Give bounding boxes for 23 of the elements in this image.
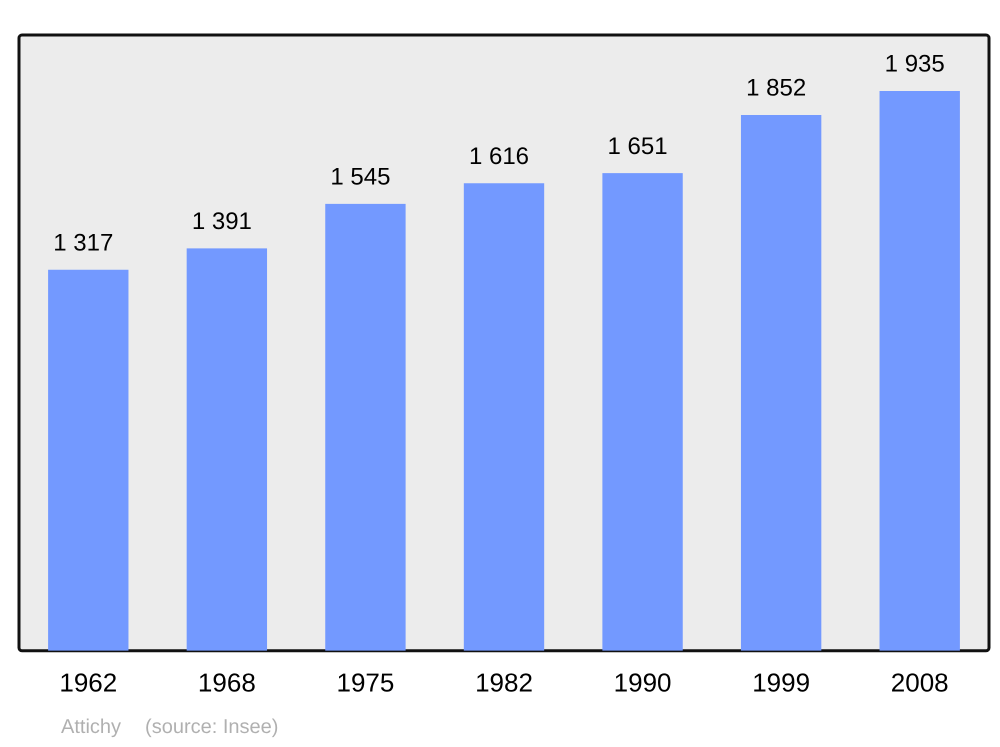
x-tick-label: 1968: [198, 668, 256, 698]
data-label: 1 651: [608, 132, 668, 160]
bar: [48, 270, 128, 651]
data-label: 1 545: [330, 163, 390, 190]
x-tick-label: 2008: [890, 668, 949, 698]
text: (source: Insee): [145, 716, 278, 738]
x-tick-label: 1982: [475, 668, 533, 698]
bar: [740, 114, 822, 651]
x-tick-label: 1990: [614, 668, 672, 698]
bar: [602, 173, 683, 651]
bar: [186, 248, 268, 651]
data-label: 1 935: [884, 50, 945, 78]
data-label: 1 852: [746, 74, 806, 102]
x-tick-label: 1999: [752, 668, 810, 698]
bar: [880, 90, 960, 651]
bar: [325, 204, 406, 651]
text: Attichy: [61, 716, 122, 738]
data-label: 1 391: [192, 208, 252, 235]
data-label: 1 317: [53, 229, 114, 256]
x-tick-label: 1975: [336, 668, 394, 698]
data-label: 1 616: [468, 142, 530, 170]
bar: [464, 183, 544, 651]
x-tick-label: 1962: [59, 668, 118, 698]
